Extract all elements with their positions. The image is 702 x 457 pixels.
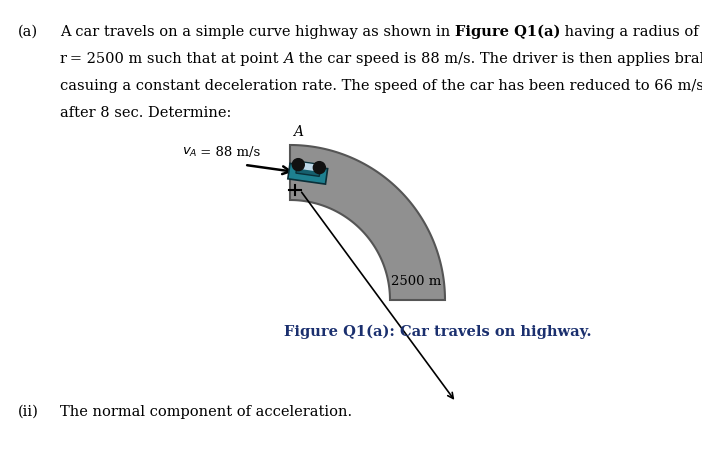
Text: having a radius of: having a radius of [560, 25, 699, 39]
Text: 2500 m: 2500 m [390, 275, 441, 288]
Text: A: A [283, 52, 293, 66]
Text: A: A [293, 125, 303, 139]
Text: A car travels on a simple curve highway as shown in: A car travels on a simple curve highway … [60, 25, 455, 39]
Text: casuing a constant deceleration rate. The speed of the car has been reduced to 6: casuing a constant deceleration rate. Th… [60, 79, 702, 93]
Text: the car speed is 88 m/s. The driver is then applies brakes: the car speed is 88 m/s. The driver is t… [293, 52, 702, 66]
Polygon shape [288, 163, 328, 184]
Polygon shape [296, 161, 321, 176]
Text: Figure Q1(a): Car travels on highway.: Figure Q1(a): Car travels on highway. [284, 325, 591, 340]
Text: $v_A$: $v_A$ [183, 146, 198, 159]
Text: = 88 m/s: = 88 m/s [196, 146, 260, 159]
Text: r = 2500 m such that at point: r = 2500 m such that at point [60, 52, 283, 66]
Text: Figure Q1(a): Figure Q1(a) [455, 25, 560, 39]
Polygon shape [290, 145, 445, 300]
Text: after 8 sec. Determine:: after 8 sec. Determine: [60, 106, 232, 120]
Text: (a): (a) [18, 25, 38, 39]
Text: (ii): (ii) [18, 405, 39, 419]
Polygon shape [302, 163, 316, 171]
Text: The normal component of acceleration.: The normal component of acceleration. [60, 405, 352, 419]
Circle shape [313, 162, 325, 174]
Circle shape [292, 159, 304, 170]
